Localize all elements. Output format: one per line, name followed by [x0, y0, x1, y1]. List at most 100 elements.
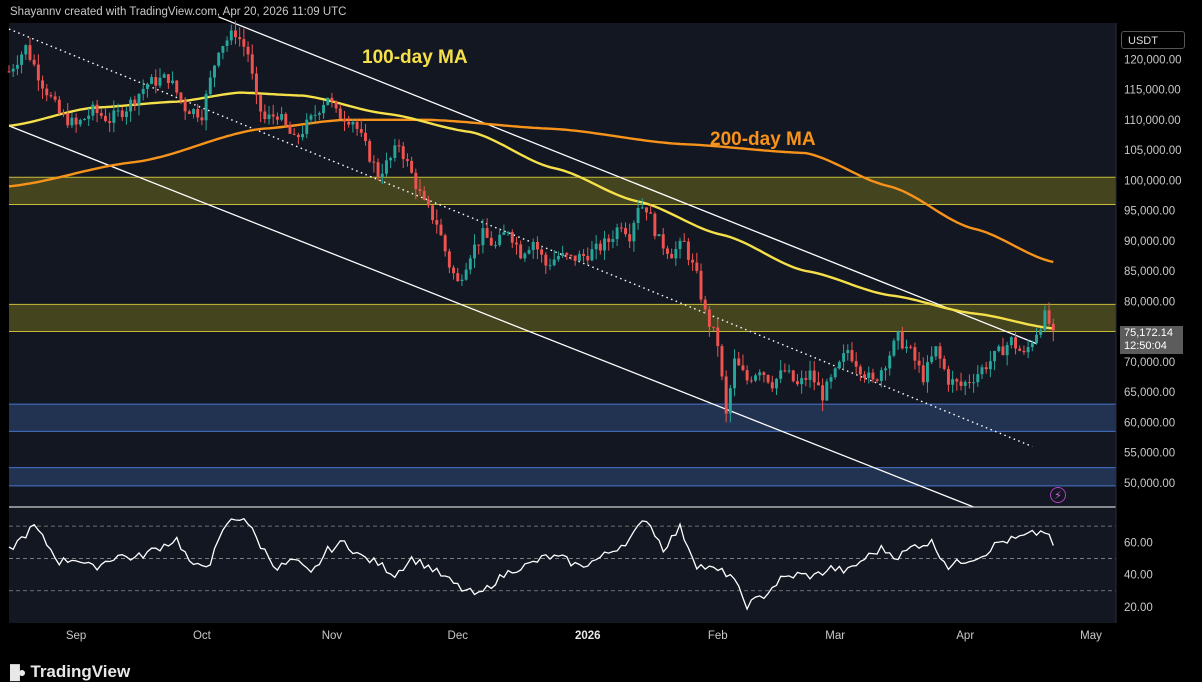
candle-body	[649, 212, 653, 214]
candle-body	[175, 80, 179, 93]
bar-countdown: 12:50:04	[1124, 340, 1167, 352]
candle-body	[821, 385, 825, 401]
candle-body	[322, 104, 326, 114]
candle-body	[607, 238, 611, 242]
price-tick-label: 115,000.00	[1124, 85, 1181, 97]
candle-body	[1018, 348, 1022, 351]
price-tick-label: 110,000.00	[1124, 115, 1181, 127]
candle-body	[716, 327, 720, 347]
candle-body	[364, 132, 367, 142]
rsi-pane	[8, 517, 1116, 611]
demand-zone-2	[9, 404, 1116, 432]
candle-body	[988, 361, 992, 370]
candle-body	[498, 234, 502, 246]
candle-body	[884, 368, 887, 371]
candle-body	[674, 249, 678, 259]
candle-body	[1043, 310, 1047, 331]
supply-zone-0	[9, 177, 1116, 205]
candle-body	[238, 37, 242, 40]
candle-body	[670, 253, 674, 259]
candle-body	[745, 370, 749, 381]
candle-body	[686, 241, 690, 260]
rsi-axis-ticks: 20.00 40.00 60.00	[1124, 537, 1153, 614]
candle-body	[280, 114, 284, 120]
candle-body	[179, 92, 183, 101]
candle-body	[359, 128, 363, 133]
candle-body	[728, 388, 732, 414]
candle-body	[426, 199, 430, 206]
candle-body	[917, 360, 921, 366]
candle-body	[70, 117, 74, 126]
candle-body	[611, 239, 615, 242]
lightning-icon[interactable]: ⚡	[1050, 487, 1066, 503]
candle-body	[305, 119, 309, 134]
candle-body	[535, 241, 539, 250]
candle-body	[447, 251, 451, 268]
candle-body	[87, 115, 91, 119]
candle-body	[1022, 350, 1026, 353]
candle-body	[271, 114, 275, 117]
candle-body	[41, 80, 45, 89]
candle-body	[863, 374, 867, 378]
candle-body	[108, 121, 112, 123]
candle-body	[1009, 337, 1013, 346]
price-tick-label: 105,000.00	[1124, 145, 1182, 157]
candle-body	[275, 116, 279, 120]
candle-body	[95, 104, 99, 114]
candle-body	[1026, 347, 1030, 353]
candle-body	[636, 207, 640, 223]
candle-body	[561, 253, 565, 256]
candle-body	[754, 375, 757, 381]
price-tick-label: 55,000.00	[1124, 448, 1175, 460]
candle-body	[288, 125, 292, 134]
candle-body	[615, 227, 619, 240]
candle-body	[770, 382, 774, 389]
candle-body	[946, 368, 950, 385]
candle-body	[1005, 345, 1009, 356]
candle-body	[171, 80, 175, 84]
candle-body	[208, 77, 212, 94]
candle-body	[619, 227, 623, 229]
candle-body	[1001, 346, 1005, 356]
ma100-line	[8, 91, 1054, 330]
candle-body	[267, 114, 271, 120]
candle-body	[49, 95, 53, 97]
candle-body	[393, 145, 397, 158]
candle-body	[494, 245, 497, 247]
candle-body	[837, 361, 841, 369]
time-tick-label: Oct	[193, 630, 212, 642]
channel-upper-line	[218, 16, 1037, 345]
currency-label[interactable]: USDT	[1121, 31, 1185, 49]
candle-body	[569, 254, 573, 256]
candle-body	[909, 346, 913, 348]
candle-body	[712, 326, 716, 328]
candle-body	[976, 374, 980, 383]
candle-body	[284, 114, 288, 126]
candle-body	[112, 110, 116, 123]
candle-body	[938, 346, 942, 359]
candle-body	[116, 110, 120, 112]
channel-lower-line	[8, 125, 974, 508]
candle-body	[45, 88, 49, 96]
candle-body	[221, 46, 225, 53]
candle-body	[301, 133, 305, 138]
candle-body	[183, 100, 187, 112]
candle-body	[11, 68, 15, 72]
candle-body	[506, 232, 510, 234]
candle-body	[963, 382, 967, 386]
candle-body	[934, 346, 938, 357]
candle-body	[418, 189, 422, 192]
candle-body	[930, 356, 934, 363]
candle-body	[414, 172, 418, 190]
candle-body	[590, 249, 594, 261]
candle-body	[896, 331, 900, 341]
candle-body	[204, 93, 208, 121]
candle-body	[351, 121, 355, 125]
candle-body	[972, 382, 976, 384]
candle-body	[829, 377, 833, 382]
candle-body	[443, 235, 447, 252]
candle-body	[577, 253, 581, 261]
candle-body	[376, 162, 380, 178]
candle-body	[338, 108, 342, 119]
